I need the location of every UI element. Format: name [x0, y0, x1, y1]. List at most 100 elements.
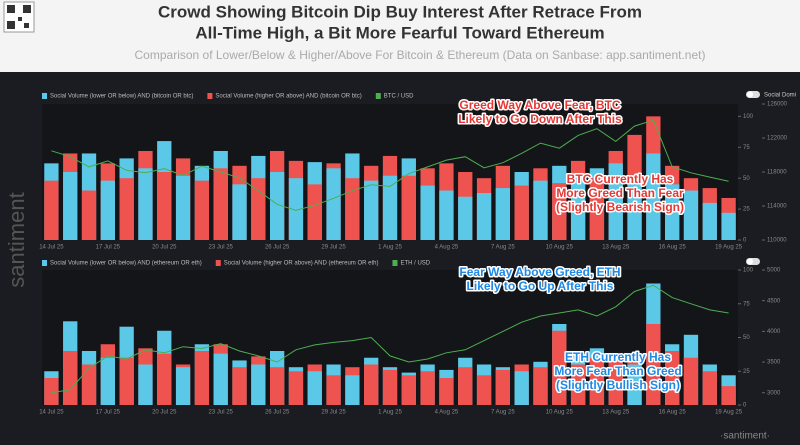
- subtitle: Comparison of Lower/Below & Higher/Above…: [135, 48, 706, 62]
- bar: [288, 371, 304, 405]
- x-tick-label: 4 Aug 25: [435, 410, 459, 416]
- y2-tick-label: 110000: [767, 238, 787, 244]
- bar: [345, 375, 360, 405]
- x-tick-label: 10 Aug 25: [546, 410, 574, 416]
- bar: [458, 196, 473, 240]
- bar: [589, 357, 605, 405]
- bar: [420, 185, 435, 240]
- bar: [138, 168, 153, 240]
- bar: [326, 168, 341, 240]
- annotation: More Fear Than Greed: [554, 364, 681, 378]
- x-tick-label: 1 Aug 25: [378, 410, 402, 416]
- x-tick-label: 16 Aug 25: [659, 245, 687, 251]
- bar: [721, 386, 736, 405]
- y-tick-label: 50: [743, 176, 750, 182]
- bar: [194, 351, 210, 405]
- bar: [608, 163, 623, 240]
- toggle-knob: [747, 91, 753, 98]
- y-tick-label: 25: [743, 369, 750, 375]
- bar: [458, 367, 473, 405]
- bar: [288, 178, 304, 240]
- legend-swatch: [392, 260, 398, 266]
- annotation: Fear Way Above Greed, ETH: [459, 265, 620, 279]
- bar: [326, 375, 341, 405]
- bar: [119, 357, 134, 405]
- bar: [420, 371, 435, 405]
- x-tick-label: 14 Jul 25: [39, 245, 64, 251]
- bar: [627, 180, 642, 240]
- bar: [683, 357, 699, 405]
- x-tick-label: 1 Aug 25: [378, 245, 402, 251]
- y2-tick-label: 118000: [767, 170, 787, 176]
- y2-tick-label: 126000: [767, 102, 788, 108]
- bar: [382, 175, 398, 240]
- bar: [589, 178, 605, 240]
- bar: [307, 184, 322, 240]
- bar: [175, 367, 191, 405]
- bar: [157, 172, 172, 240]
- annotation: Likely to Go Up After This: [467, 279, 614, 293]
- bar: [63, 351, 78, 405]
- x-tick-label: 16 Aug 25: [659, 410, 687, 416]
- bar: [401, 375, 416, 405]
- y-tick-label: 75: [743, 145, 750, 151]
- legend-swatch: [215, 260, 221, 266]
- bar: [119, 178, 134, 240]
- bar: [495, 369, 511, 405]
- x-tick-label: 17 Jul 25: [96, 245, 121, 251]
- legend-label: ETH / USD: [400, 261, 430, 267]
- legend-label: Social Volume (higher OR above) AND (eth…: [224, 261, 379, 267]
- y-tick-label: 0: [743, 238, 747, 244]
- legend-label: Social Volume (higher OR above) AND (bit…: [215, 94, 361, 100]
- bar: [81, 364, 97, 405]
- y-tick-label: 100: [743, 268, 754, 274]
- bar: [439, 378, 454, 405]
- price-line: [51, 119, 729, 211]
- bar: [364, 180, 379, 240]
- bar: [570, 364, 586, 405]
- bar: [570, 175, 586, 240]
- bar: [665, 351, 680, 405]
- bar: [476, 193, 492, 240]
- toggle-label: Social Domi: [764, 93, 796, 99]
- annotation: Greed Way Above Fear, BTC: [459, 98, 620, 112]
- bar: [364, 364, 379, 405]
- annotation: More Greed Than Fear: [556, 186, 684, 200]
- bar: [533, 367, 548, 405]
- bar: [157, 353, 172, 405]
- x-tick-label: 7 Aug 25: [491, 410, 515, 416]
- footer-logo: ·santiment·: [720, 431, 770, 442]
- bar: [665, 184, 680, 240]
- annotation: BTC Currently Has: [567, 172, 674, 186]
- y-tick-label: 100: [743, 114, 754, 120]
- bar: [175, 175, 191, 240]
- bar: [476, 375, 492, 405]
- bar: [269, 172, 285, 240]
- x-tick-label: 29 Jul 25: [321, 245, 346, 251]
- bar: [552, 183, 567, 240]
- bar: [382, 369, 398, 405]
- bar: [702, 371, 717, 405]
- x-tick-label: 19 Aug 25: [715, 245, 743, 251]
- bar: [269, 367, 285, 405]
- bar: [514, 371, 529, 405]
- y-tick-label: 25: [743, 207, 750, 213]
- bar: [232, 184, 247, 240]
- x-tick-label: 19 Aug 25: [715, 410, 743, 416]
- price-line: [51, 284, 729, 394]
- x-tick-label: 10 Aug 25: [546, 245, 574, 251]
- bar: [213, 168, 228, 240]
- bar: [721, 212, 736, 240]
- bar: [627, 364, 642, 405]
- y-tick-label: 50: [743, 335, 750, 341]
- bar: [100, 180, 115, 240]
- legend-label: Social Volume (lower OR below) AND (bitc…: [50, 94, 193, 100]
- bar: [232, 367, 247, 405]
- bar: [100, 357, 115, 405]
- bar: [439, 190, 454, 240]
- bar: [194, 180, 210, 240]
- qr-code: [3, 1, 35, 33]
- bar: [63, 172, 78, 240]
- y-tick-label: 75: [743, 301, 750, 307]
- y2-tick-label: 3000: [767, 390, 781, 396]
